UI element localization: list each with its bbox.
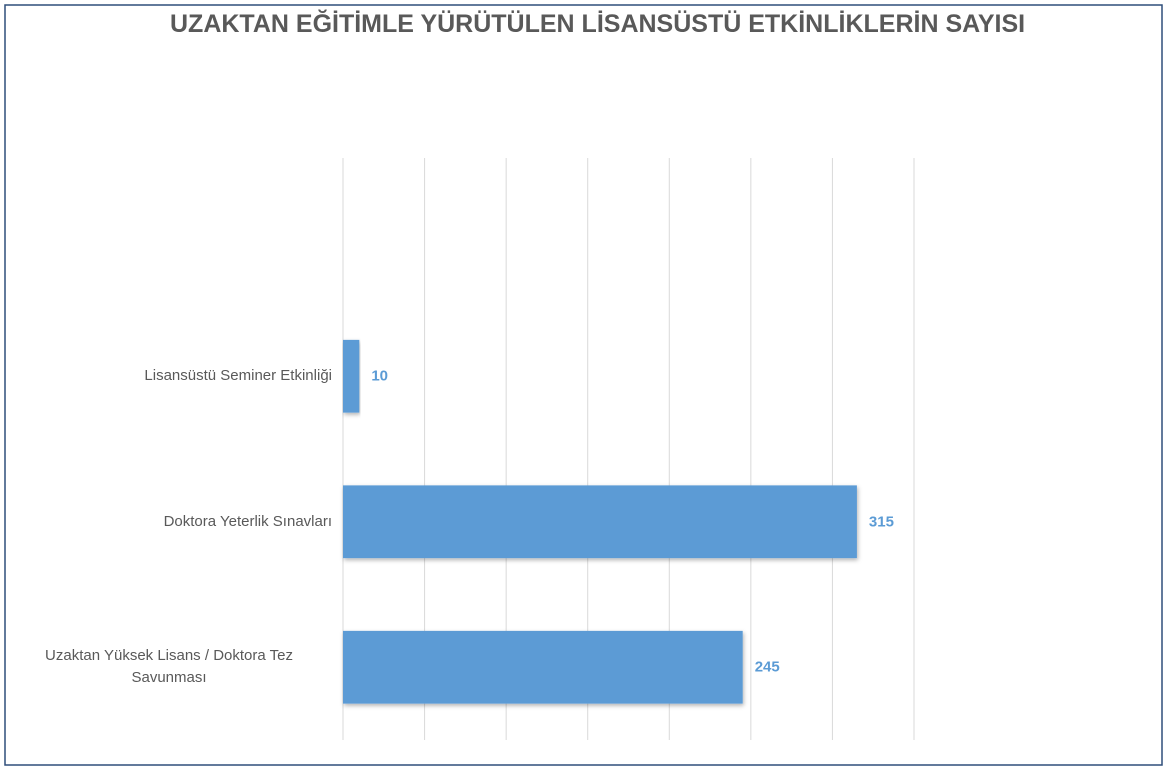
data-label: 10 <box>371 367 388 385</box>
frame <box>4 4 1163 766</box>
bar <box>343 485 857 559</box>
y-tick-label: Doktora Yeterlik Sınavları <box>163 512 332 530</box>
y-tick-label: Lisansüstü Seminer Etkinliği <box>144 367 332 385</box>
chart-title: UZAKTAN EĞİTİMLE YÜRÜTÜLEN LİSANSÜSTÜ ET… <box>170 10 1026 38</box>
bar <box>343 630 743 704</box>
data-label: 245 <box>754 658 780 676</box>
y-tick-label: Uzaktan Yüksek Lisans / Doktora Tez Savu… <box>45 647 293 687</box>
bar <box>343 339 360 413</box>
data-label: 315 <box>868 513 894 531</box>
